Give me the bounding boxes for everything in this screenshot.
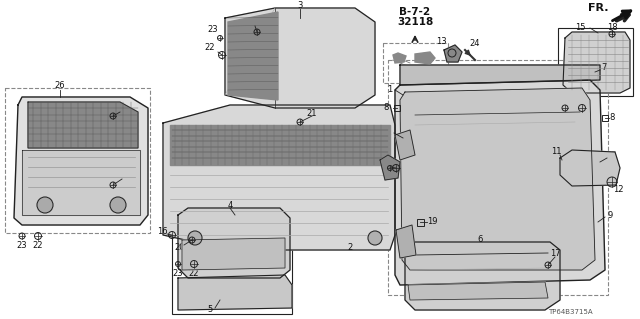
Polygon shape	[393, 53, 406, 63]
Text: 21: 21	[115, 103, 125, 113]
Polygon shape	[170, 125, 390, 165]
Text: 20: 20	[175, 243, 185, 253]
Text: 15: 15	[575, 23, 585, 32]
Text: 26: 26	[54, 81, 65, 91]
Text: 19: 19	[427, 218, 437, 226]
Text: 6: 6	[477, 235, 483, 244]
Text: 23: 23	[17, 241, 28, 250]
Circle shape	[188, 231, 202, 245]
Text: 5: 5	[207, 306, 212, 315]
Polygon shape	[560, 150, 620, 186]
Text: 23: 23	[173, 270, 183, 278]
Bar	[22, 150, 140, 215]
Text: 32118: 32118	[397, 17, 433, 27]
Polygon shape	[28, 102, 138, 148]
Text: 17: 17	[550, 249, 560, 257]
Text: 7: 7	[602, 63, 607, 72]
Text: 22: 22	[33, 241, 44, 250]
Text: 2: 2	[348, 243, 353, 253]
Text: 18: 18	[243, 19, 253, 27]
Text: 3: 3	[298, 2, 303, 11]
Text: 23: 23	[208, 26, 218, 34]
Text: 18: 18	[607, 23, 618, 32]
Text: 8: 8	[609, 114, 614, 122]
Text: 12: 12	[612, 186, 623, 195]
Text: 1: 1	[387, 85, 392, 94]
Polygon shape	[163, 105, 395, 250]
Polygon shape	[228, 12, 278, 100]
Bar	[172, 206, 292, 314]
Text: 13: 13	[436, 38, 446, 47]
Text: 11: 11	[551, 147, 561, 157]
Text: 24: 24	[470, 40, 480, 48]
Text: FR.: FR.	[588, 3, 608, 13]
Text: 16: 16	[157, 227, 167, 236]
Bar	[558, 28, 633, 96]
Polygon shape	[225, 8, 375, 108]
Polygon shape	[182, 238, 285, 270]
Bar	[602, 115, 608, 121]
Polygon shape	[400, 65, 600, 85]
Text: 22: 22	[205, 43, 215, 53]
Polygon shape	[405, 242, 560, 310]
Polygon shape	[415, 52, 435, 64]
Text: 14: 14	[381, 129, 391, 137]
Circle shape	[110, 197, 126, 213]
Bar	[394, 105, 400, 111]
Circle shape	[37, 197, 53, 213]
Text: 25: 25	[607, 151, 617, 160]
Bar	[383, 43, 448, 83]
Polygon shape	[400, 88, 595, 270]
Text: 8: 8	[383, 103, 388, 113]
Bar	[417, 219, 424, 226]
Text: TP64B3715A: TP64B3715A	[548, 309, 592, 315]
Polygon shape	[178, 275, 292, 310]
Bar	[5, 88, 150, 233]
Polygon shape	[380, 155, 400, 180]
Text: 10: 10	[380, 160, 390, 169]
Polygon shape	[395, 130, 415, 160]
Polygon shape	[14, 97, 148, 225]
Polygon shape	[408, 282, 548, 300]
Text: 4: 4	[227, 201, 232, 210]
Circle shape	[368, 231, 382, 245]
Text: 23: 23	[553, 95, 563, 105]
Polygon shape	[396, 225, 416, 258]
Polygon shape	[563, 32, 630, 93]
Text: B-7-2: B-7-2	[399, 7, 431, 17]
Text: 22: 22	[189, 270, 199, 278]
Text: 20: 20	[116, 170, 127, 180]
Text: 22: 22	[570, 95, 580, 105]
Text: 9: 9	[607, 211, 612, 219]
Polygon shape	[395, 80, 605, 285]
Polygon shape	[444, 45, 462, 62]
Text: 21: 21	[307, 108, 317, 117]
Bar	[388, 60, 608, 295]
Polygon shape	[178, 208, 290, 278]
